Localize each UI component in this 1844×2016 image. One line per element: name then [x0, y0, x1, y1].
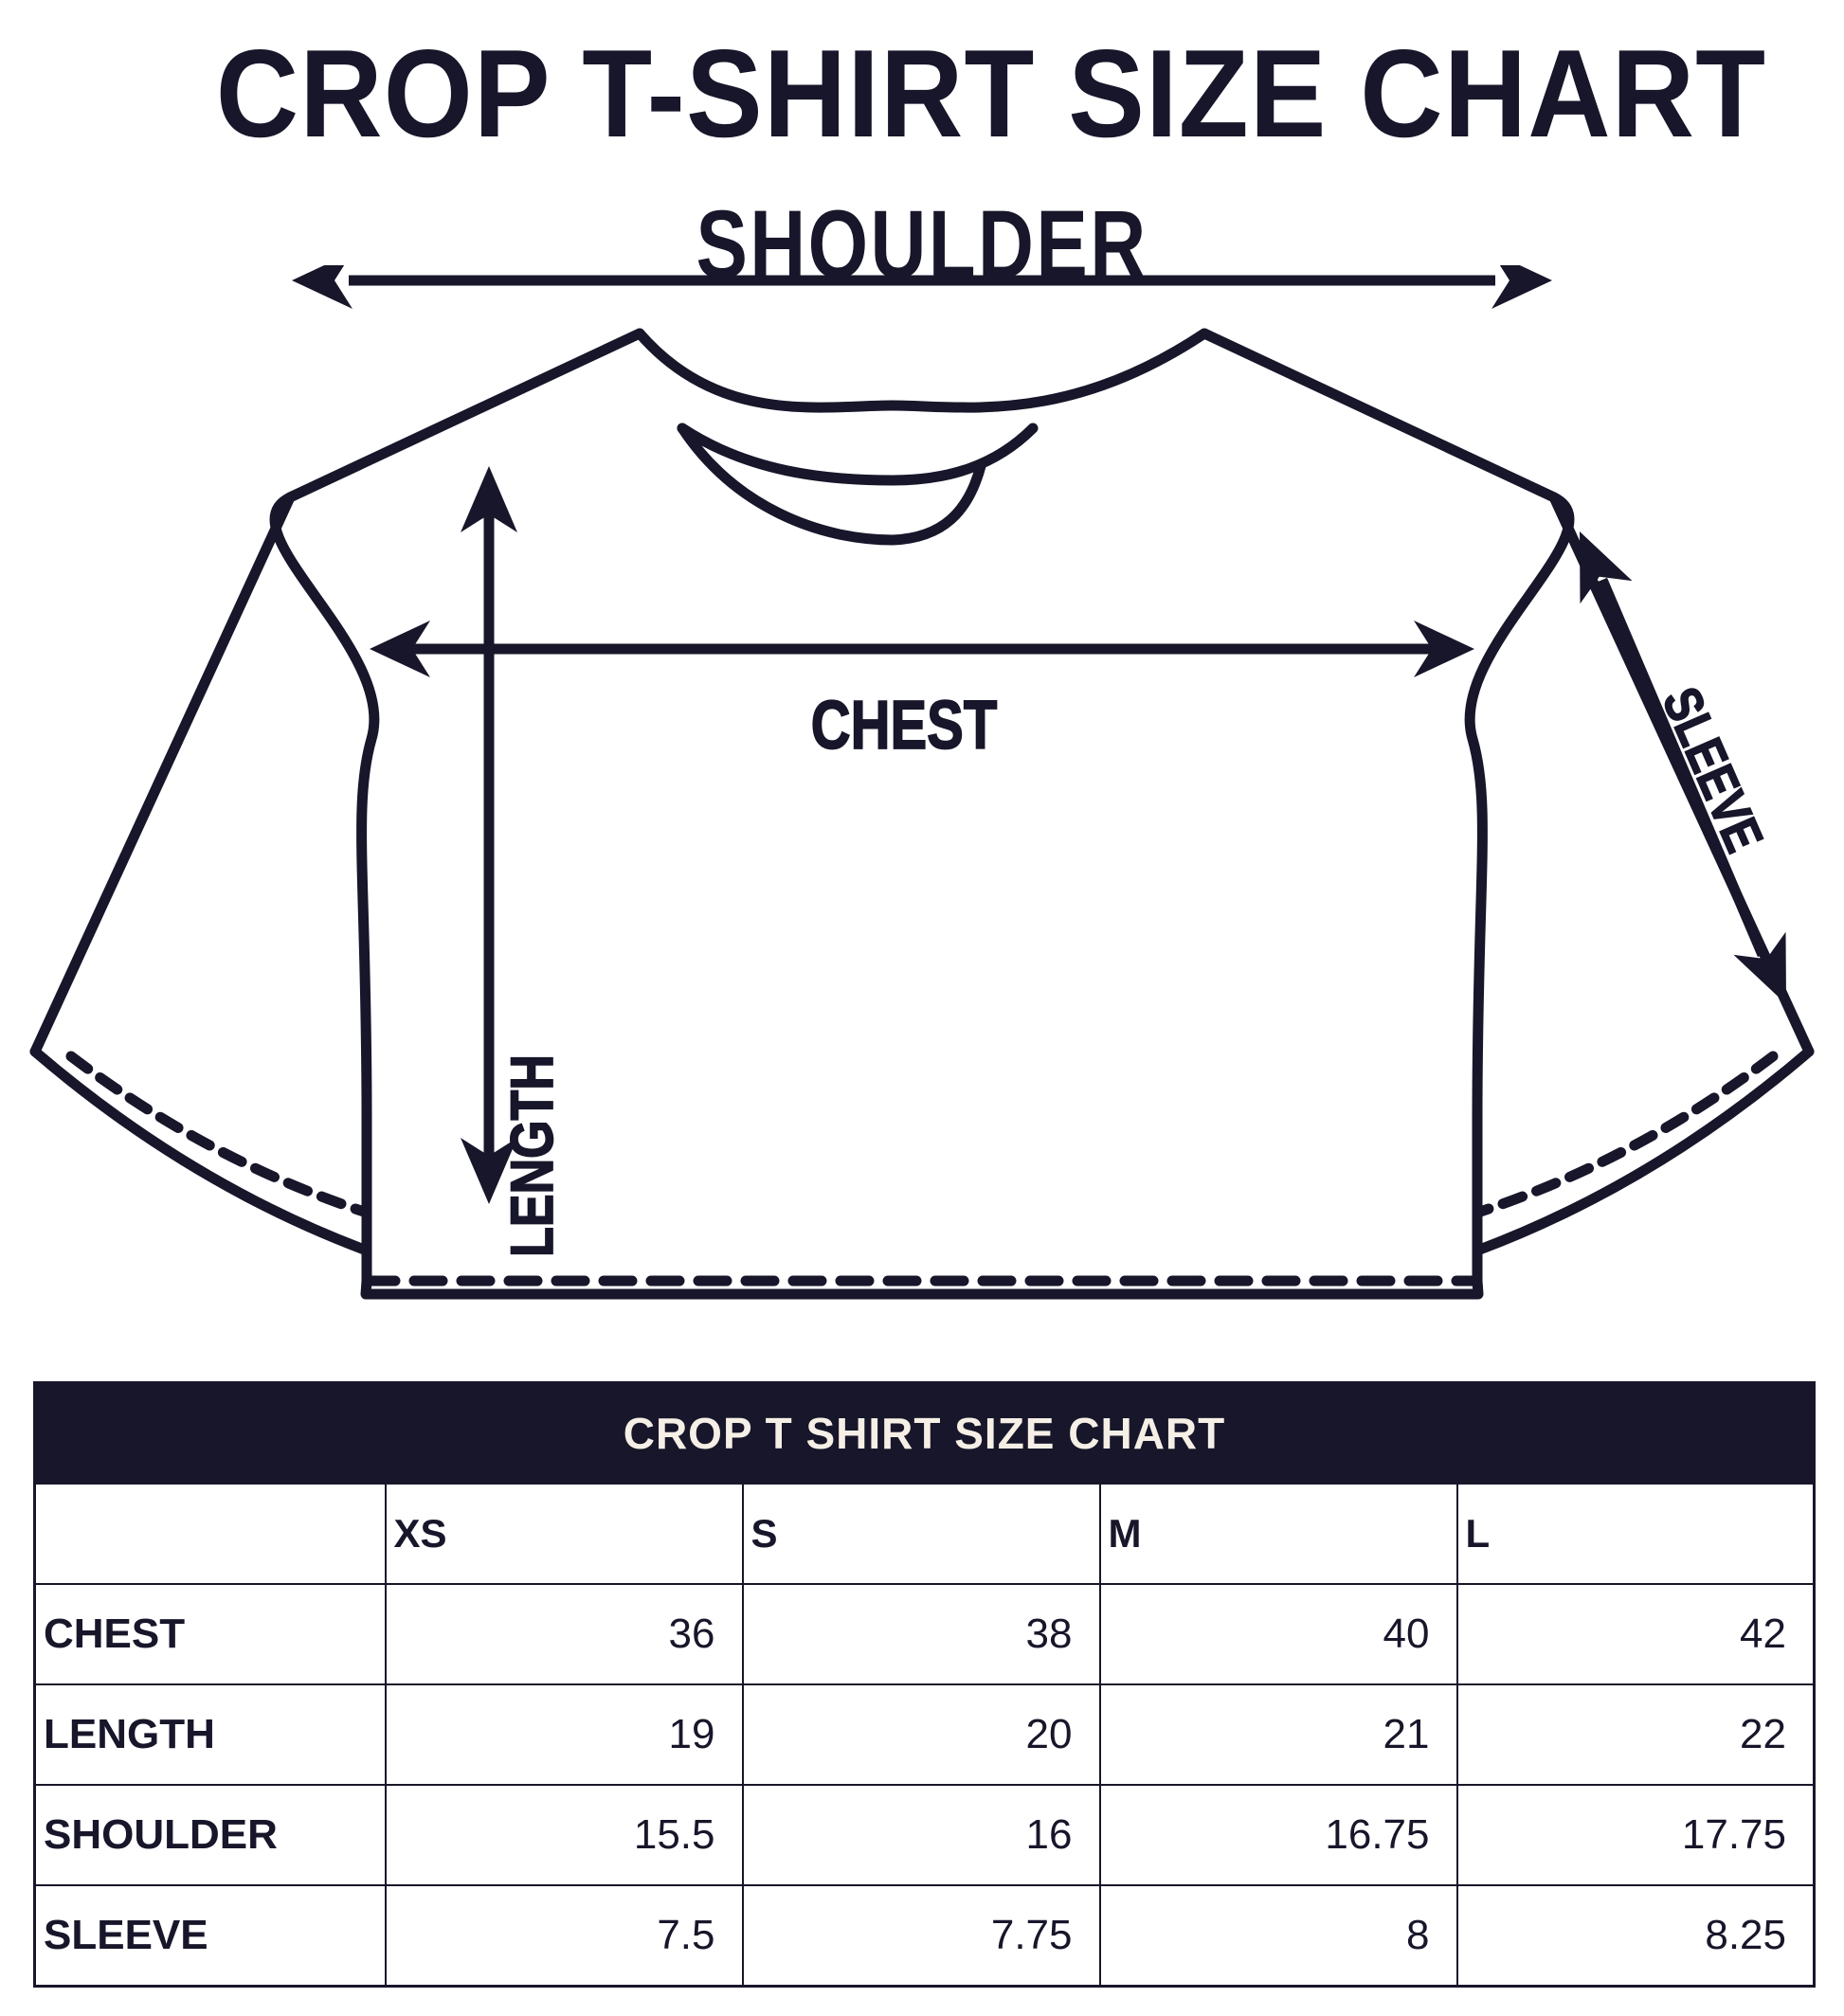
svg-text:CHEST: CHEST	[811, 687, 998, 764]
svg-text:SLEEVE: SLEEVE	[1652, 679, 1775, 860]
svg-text:LENGTH: LENGTH	[498, 1054, 566, 1257]
